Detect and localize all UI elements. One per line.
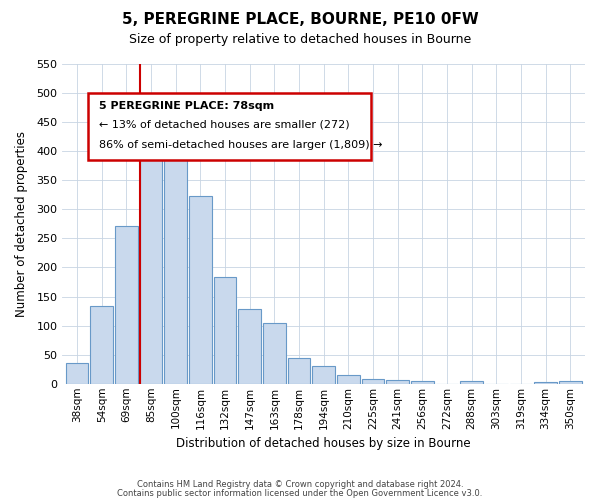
Bar: [66, 364, 88, 384]
Bar: [313, 366, 335, 384]
Bar: [140, 132, 163, 384]
Bar: [189, 196, 212, 384]
Text: ← 13% of detached houses are smaller (272): ← 13% of detached houses are smaller (27…: [99, 120, 350, 130]
Bar: [386, 380, 409, 384]
Text: Size of property relative to detached houses in Bourne: Size of property relative to detached ho…: [129, 32, 471, 46]
X-axis label: Distribution of detached houses by size in Bourne: Distribution of detached houses by size …: [176, 437, 471, 450]
Bar: [164, 148, 187, 384]
Bar: [362, 379, 385, 384]
Bar: [460, 381, 483, 384]
Bar: [411, 381, 434, 384]
Bar: [214, 277, 236, 384]
Bar: [115, 226, 138, 384]
Bar: [337, 375, 359, 384]
Text: 5, PEREGRINE PLACE, BOURNE, PE10 0FW: 5, PEREGRINE PLACE, BOURNE, PE10 0FW: [122, 12, 478, 28]
Text: 5 PEREGRINE PLACE: 78sqm: 5 PEREGRINE PLACE: 78sqm: [99, 101, 274, 111]
Text: 86% of semi-detached houses are larger (1,809) →: 86% of semi-detached houses are larger (…: [99, 140, 382, 150]
Bar: [91, 306, 113, 384]
Bar: [238, 310, 261, 384]
Bar: [534, 382, 557, 384]
Y-axis label: Number of detached properties: Number of detached properties: [15, 131, 28, 317]
Text: Contains public sector information licensed under the Open Government Licence v3: Contains public sector information licen…: [118, 488, 482, 498]
FancyBboxPatch shape: [88, 93, 371, 160]
Bar: [263, 322, 286, 384]
Text: Contains HM Land Registry data © Crown copyright and database right 2024.: Contains HM Land Registry data © Crown c…: [137, 480, 463, 489]
Bar: [559, 382, 581, 384]
Bar: [287, 358, 310, 384]
